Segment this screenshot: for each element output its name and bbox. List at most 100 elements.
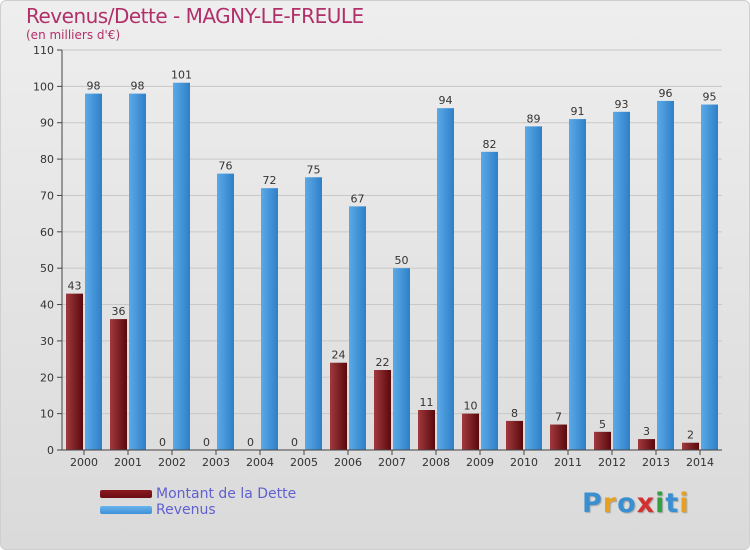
x-axis: 2000 2001 2002 2003 2004 2005 2006 2007 2008 2009… — [62, 449, 722, 469]
x-tick-label-2011: 2011 — [554, 456, 582, 469]
y-tick-label: 110 — [33, 44, 54, 57]
data-label-debt-2013: 3 — [643, 425, 650, 438]
y-tick-label: 0 — [47, 444, 54, 457]
proxiti-logo: Proxiti — [582, 488, 690, 519]
legend-label-debt: Montant de la Dette — [156, 486, 297, 502]
bar-revenue-2010 — [525, 126, 542, 450]
x-tick-label-2009: 2009 — [466, 456, 494, 469]
grid-lines — [62, 49, 722, 451]
bar-revenue-2011 — [569, 119, 586, 450]
logo-letter: r — [602, 488, 618, 519]
data-label-debt-2008: 11 — [420, 396, 434, 409]
bar-revenue-2003 — [217, 173, 234, 451]
data-label-revenue-2002: 101 — [171, 69, 192, 82]
logo-letter: o — [617, 488, 637, 519]
y-tick-label: 30 — [40, 335, 54, 348]
logo-letter: i — [679, 488, 690, 519]
x-tick-label-2003: 2003 — [202, 456, 230, 469]
bar-revenue-2014 — [701, 104, 718, 450]
x-tick-label-2000: 2000 — [70, 456, 98, 469]
x-tick-label-2013: 2013 — [642, 456, 670, 469]
legend-item-revenue: Revenus — [100, 502, 296, 518]
bar-debt-2009 — [462, 413, 479, 450]
bar-debt-2010 — [506, 420, 523, 450]
data-label-revenue-2011: 91 — [571, 105, 585, 118]
data-label-revenue-2003: 76 — [219, 160, 233, 173]
legend: Montant de la Dette Revenus — [100, 486, 296, 518]
bar-revenue-2006 — [349, 206, 366, 450]
data-label-revenue-2013: 96 — [659, 87, 673, 100]
x-tick-label-2012: 2012 — [598, 456, 626, 469]
data-label-debt-2014: 2 — [687, 429, 694, 442]
legend-label-revenue: Revenus — [156, 502, 216, 518]
logo-letter: x — [636, 488, 656, 519]
data-label-debt-2004: 0 — [247, 436, 254, 449]
bar-revenue-2013 — [657, 100, 674, 450]
y-tick-label: 80 — [40, 153, 54, 166]
data-label-debt-2003: 0 — [203, 436, 210, 449]
data-label-revenue-2012: 93 — [615, 98, 629, 111]
x-tick-label-2010: 2010 — [510, 456, 538, 469]
data-label-revenue-2014: 95 — [703, 91, 717, 104]
y-tick-label: 40 — [40, 299, 54, 312]
bar-debt-2013 — [638, 439, 655, 450]
x-tick-label-2008: 2008 — [422, 456, 450, 469]
bar-revenue-2008 — [437, 108, 454, 450]
data-label-debt-2002: 0 — [159, 436, 166, 449]
data-label-debt-2000: 43 — [68, 280, 82, 293]
logo-letter: P — [582, 488, 603, 519]
bar-debt-2008 — [418, 410, 435, 450]
bar-revenue-2009 — [481, 151, 498, 450]
y-tick-label: 50 — [40, 262, 54, 275]
x-tick-label-2002: 2002 — [158, 456, 186, 469]
x-tick-label-2007: 2007 — [378, 456, 406, 469]
bar-revenue-2005 — [305, 177, 322, 451]
data-label-revenue-2007: 50 — [395, 254, 409, 267]
bar-revenue-2007 — [393, 268, 410, 450]
chart-title: Revenus/Dette - MAGNY-LE-FREULE — [26, 4, 364, 28]
data-label-debt-2005: 0 — [291, 436, 298, 449]
bar-revenue-2004 — [261, 188, 278, 450]
data-label-debt-2012: 5 — [599, 418, 606, 431]
legend-swatch-revenue — [100, 506, 152, 514]
bar-debt-2012 — [594, 431, 611, 450]
data-label-debt-2009: 10 — [464, 400, 478, 413]
data-labels: 4398369801010760720752467225011941082889… — [68, 69, 717, 449]
data-label-debt-2007: 22 — [376, 356, 390, 369]
data-label-debt-2011: 7 — [555, 411, 562, 424]
data-label-revenue-2001: 98 — [131, 80, 145, 93]
y-tick-label: 100 — [33, 80, 54, 93]
y-tick-label: 90 — [40, 117, 54, 130]
y-tick-label: 70 — [40, 189, 54, 202]
y-tick-label: 20 — [40, 371, 54, 384]
bar-debt-2001 — [110, 319, 127, 450]
data-label-debt-2010: 8 — [511, 407, 518, 420]
bar-debt-2014 — [682, 442, 699, 450]
data-label-revenue-2006: 67 — [351, 192, 365, 205]
x-tick-label-2001: 2001 — [114, 456, 142, 469]
logo-letter: t — [665, 488, 680, 519]
x-tick-label-2004: 2004 — [246, 456, 274, 469]
y-tick-label: 10 — [40, 408, 54, 421]
bar-revenue-2002 — [173, 82, 190, 451]
bar-debt-2000 — [66, 293, 83, 450]
data-label-debt-2006: 24 — [332, 349, 346, 362]
data-label-revenue-2004: 72 — [263, 174, 277, 187]
data-label-revenue-2005: 75 — [307, 163, 321, 176]
chart-subtitle: (en milliers d'€) — [26, 28, 121, 42]
data-label-debt-2001: 36 — [112, 305, 126, 318]
x-tick-label-2014: 2014 — [686, 456, 714, 469]
x-tick-label-2006: 2006 — [334, 456, 362, 469]
bars — [66, 82, 718, 451]
x-tick-label-2005: 2005 — [290, 456, 318, 469]
bar-debt-2011 — [550, 424, 567, 450]
data-label-revenue-2008: 94 — [439, 94, 453, 107]
bar-debt-2007 — [374, 370, 391, 450]
legend-item-debt: Montant de la Dette — [100, 486, 296, 502]
data-label-revenue-2009: 82 — [483, 138, 497, 151]
data-label-revenue-2010: 89 — [527, 112, 541, 125]
legend-swatch-debt — [100, 490, 152, 498]
bar-revenue-2012 — [613, 111, 630, 451]
logo-letter: i — [655, 488, 666, 519]
